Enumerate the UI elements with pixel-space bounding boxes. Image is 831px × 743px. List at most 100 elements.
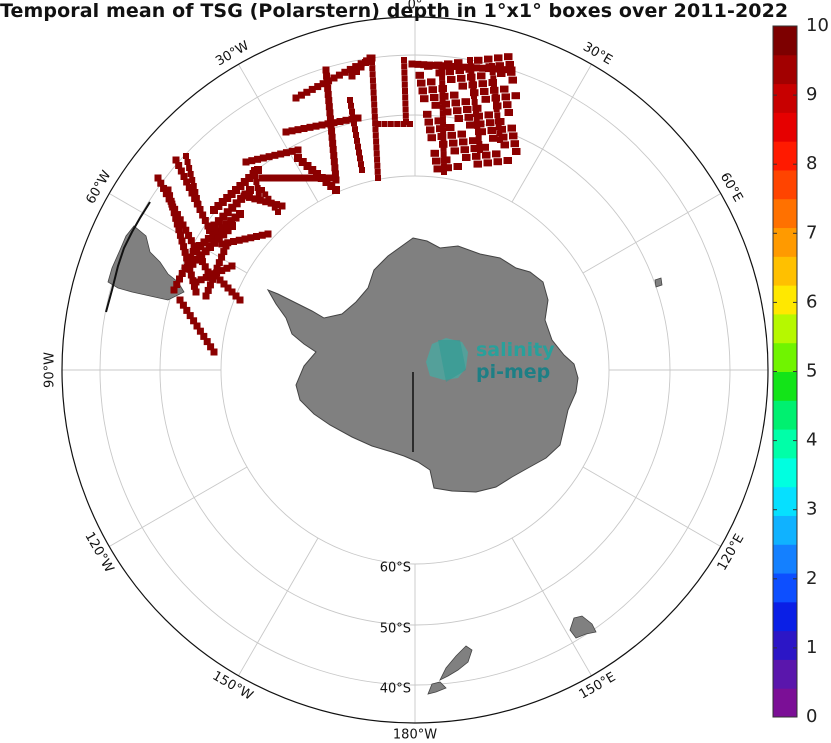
data-cell xyxy=(170,286,178,294)
data-cell xyxy=(353,132,359,138)
data-cell xyxy=(223,264,231,272)
data-cell xyxy=(474,56,483,64)
data-cell xyxy=(440,133,447,140)
data-cell xyxy=(330,152,338,160)
data-cell xyxy=(190,183,197,189)
data-cell xyxy=(455,63,463,71)
data-cell xyxy=(451,99,460,107)
data-cell xyxy=(401,57,407,63)
data-cell xyxy=(308,166,317,174)
data-cell xyxy=(508,76,517,84)
data-cell xyxy=(502,66,510,74)
data-cell xyxy=(214,202,223,210)
data-cell xyxy=(335,71,343,79)
data-cell xyxy=(440,127,447,134)
data-cell xyxy=(210,348,218,356)
colorbar-swatch xyxy=(773,285,797,315)
data-cell xyxy=(297,91,305,99)
data-cell xyxy=(501,93,510,101)
data-cell xyxy=(204,286,212,294)
data-cell xyxy=(188,259,197,268)
data-cell xyxy=(369,65,376,72)
data-cell xyxy=(348,72,356,80)
data-cell xyxy=(187,171,194,177)
data-cell xyxy=(187,253,194,261)
new-zealand-north xyxy=(427,681,447,695)
data-cell xyxy=(475,129,481,135)
data-cell xyxy=(199,211,207,219)
data-cell xyxy=(157,179,165,187)
data-cell xyxy=(197,276,205,284)
data-cell xyxy=(167,197,175,205)
data-cell xyxy=(241,235,249,243)
data-cell xyxy=(218,224,227,233)
tasmania-land xyxy=(569,615,597,639)
data-cell xyxy=(294,154,302,162)
data-cell xyxy=(440,121,447,128)
data-cell xyxy=(232,186,240,194)
data-cell xyxy=(183,178,191,186)
data-cell xyxy=(180,173,188,180)
data-cell xyxy=(218,198,227,206)
data-cell xyxy=(437,62,445,70)
data-cell xyxy=(314,174,322,182)
data-cell xyxy=(251,195,259,203)
data-cell xyxy=(330,74,338,82)
latitude-label: 60°S xyxy=(380,561,411,576)
data-cell xyxy=(423,110,432,118)
data-cell xyxy=(505,61,514,68)
data-cell xyxy=(198,258,206,266)
data-cell xyxy=(489,63,495,69)
data-cell xyxy=(373,144,380,151)
data-cell xyxy=(458,82,467,90)
data-cell xyxy=(440,163,447,170)
data-cell xyxy=(328,127,336,135)
data-cell xyxy=(349,108,355,115)
data-cell xyxy=(190,282,198,290)
data-cell xyxy=(271,204,278,211)
data-cell xyxy=(177,167,185,175)
data-cell xyxy=(200,332,208,340)
data-cell xyxy=(181,264,189,272)
data-cell xyxy=(176,296,184,304)
data-cell xyxy=(190,242,198,250)
data-cell xyxy=(462,154,471,161)
data-cell xyxy=(202,273,210,281)
data-cell xyxy=(327,182,336,190)
data-cell xyxy=(358,161,364,168)
data-cell xyxy=(453,163,462,170)
data-cell xyxy=(359,167,365,173)
data-cell xyxy=(401,81,408,88)
colorbar-swatch xyxy=(773,198,797,229)
data-cell xyxy=(207,343,215,351)
data-cell xyxy=(254,185,261,191)
data-cell xyxy=(203,338,211,346)
data-cell xyxy=(401,75,408,82)
colorbar-swatch xyxy=(773,457,797,488)
data-cell xyxy=(237,194,246,203)
data-cell xyxy=(500,85,509,93)
data-cell xyxy=(457,130,466,138)
longitude-label: 90°W xyxy=(43,352,58,388)
data-cell xyxy=(431,101,440,109)
data-cell xyxy=(214,234,223,243)
data-cell xyxy=(220,248,228,256)
data-cell xyxy=(176,231,184,239)
data-cell xyxy=(318,121,326,129)
data-cell xyxy=(372,126,379,133)
colorbar-swatch xyxy=(773,688,797,718)
data-cell xyxy=(418,87,427,95)
watermark-line1: salinity xyxy=(476,339,555,361)
data-cell xyxy=(180,243,188,251)
salinity-pi-mep-watermark: salinity pi-mep xyxy=(426,338,555,383)
data-cell xyxy=(439,104,446,111)
data-cell xyxy=(417,79,426,87)
longitude-label: 30°E xyxy=(580,40,615,69)
data-cell xyxy=(306,123,314,131)
data-cell xyxy=(193,247,201,255)
data-cell xyxy=(492,93,499,100)
data-cell xyxy=(370,83,377,90)
data-cell xyxy=(320,174,328,182)
data-cell xyxy=(428,86,437,94)
data-cell xyxy=(474,123,481,129)
